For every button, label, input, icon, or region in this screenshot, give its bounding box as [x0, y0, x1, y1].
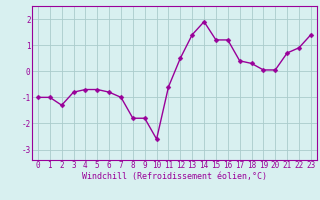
X-axis label: Windchill (Refroidissement éolien,°C): Windchill (Refroidissement éolien,°C) — [82, 172, 267, 181]
